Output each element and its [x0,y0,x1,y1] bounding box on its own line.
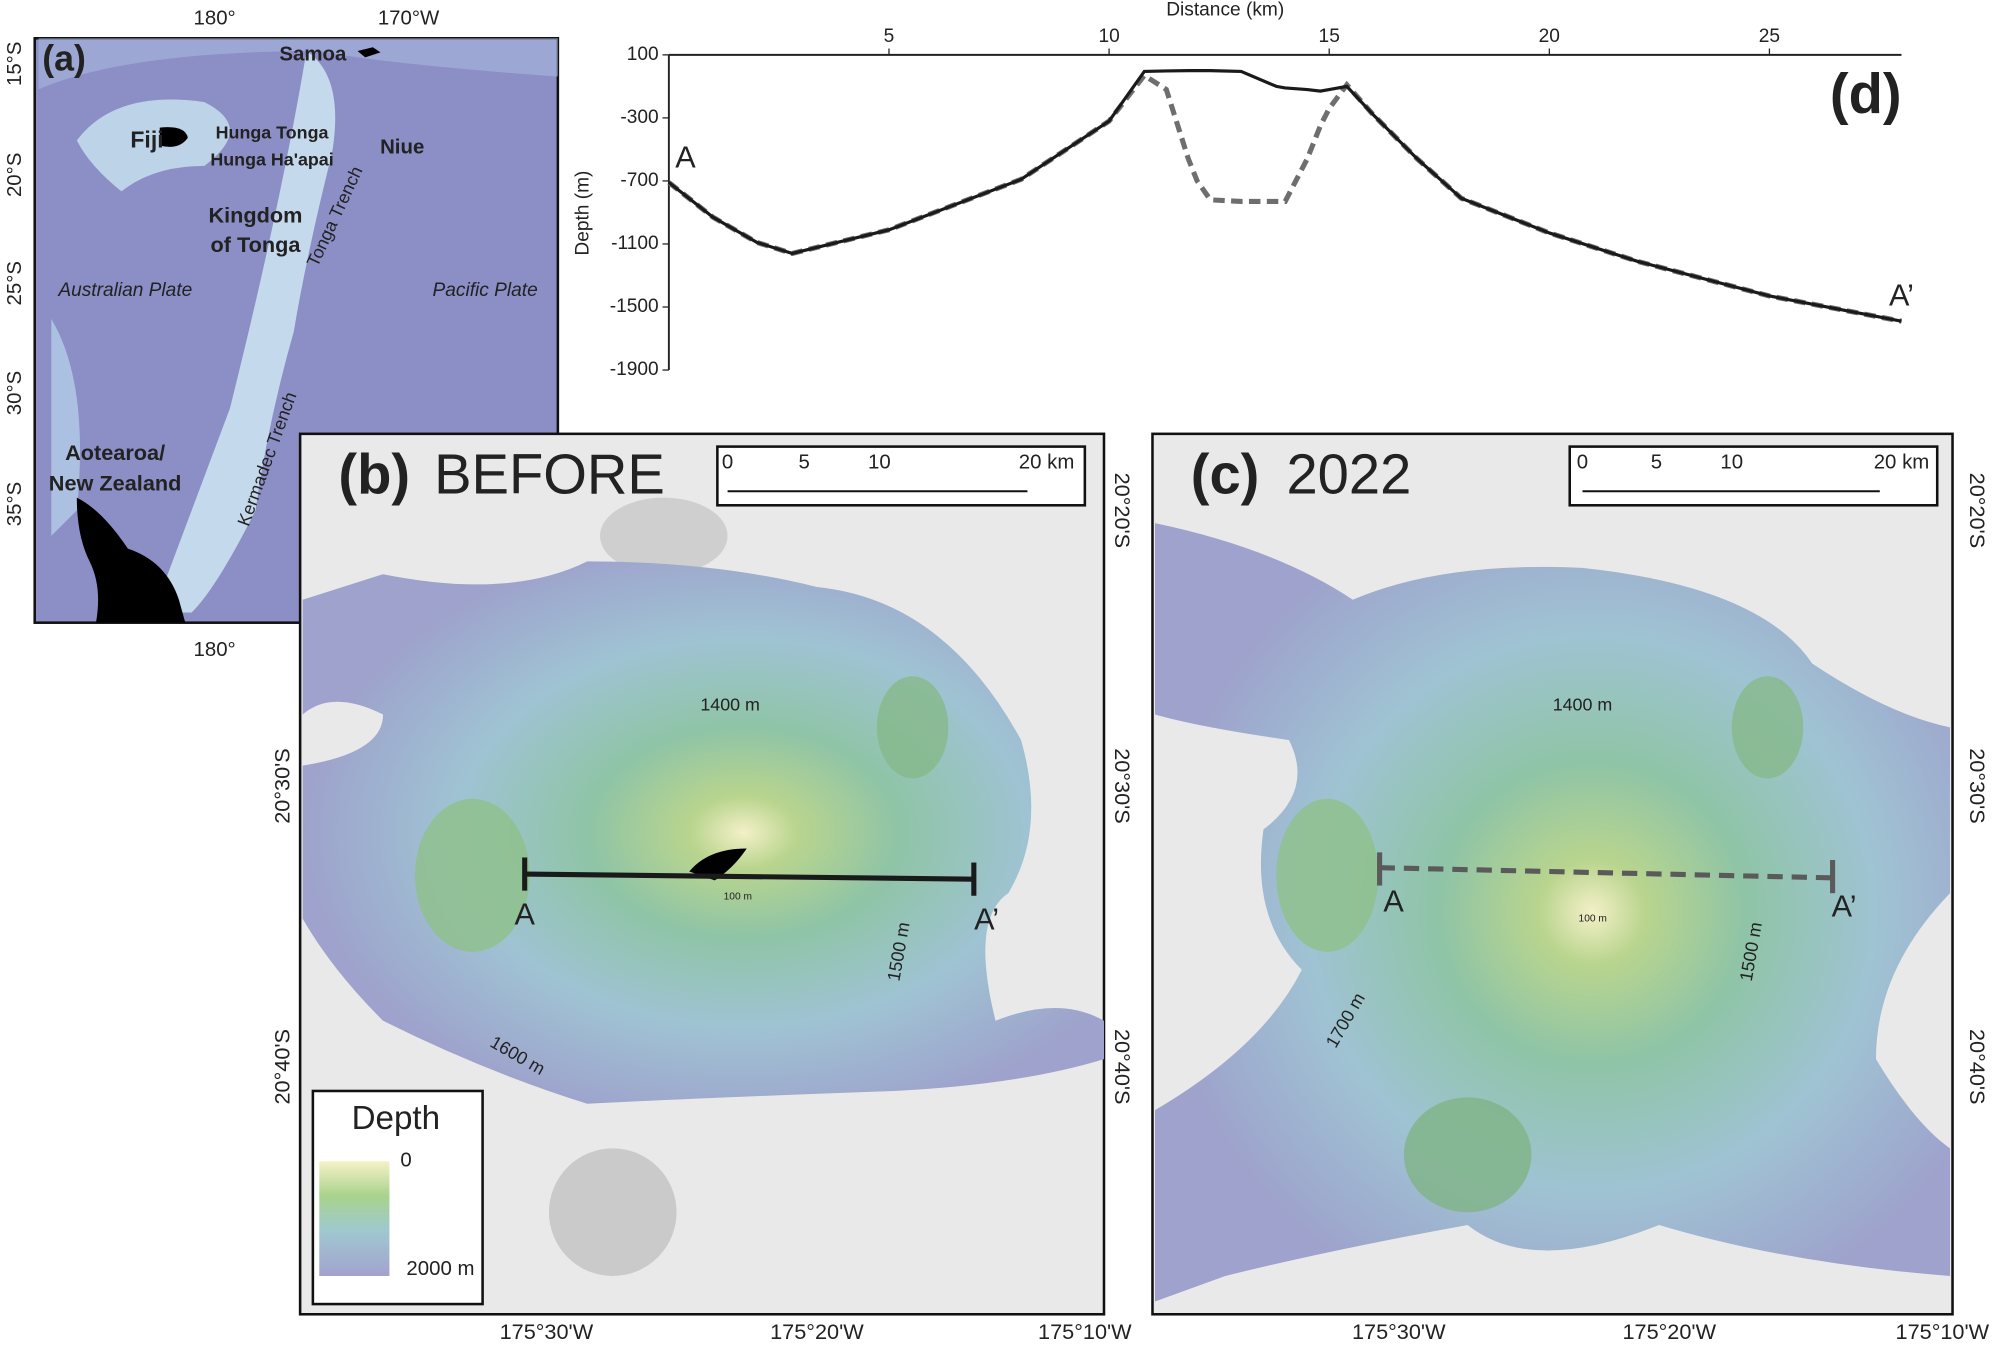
y-axis-title: Depth (m) [572,171,593,256]
panel-title: BEFORE [434,442,665,505]
lat-tick-label: 20°30'S [269,748,294,824]
y-tick-label: -700 [620,170,658,191]
lat-tick-label: 20°30'S [1965,748,1990,824]
profile-end: A [514,897,535,931]
panel-a-map [33,37,560,624]
lon-tick-label: 175°20'W [1622,1319,1716,1344]
scale-label: 0 [1577,452,1588,474]
scale-label: 0 [722,452,733,474]
scale-label: 10 [868,452,891,474]
lon-tick-label: 180° [194,639,236,661]
lon-tick-label: 175°30'W [500,1319,594,1344]
place-label: Hunga Tonga [216,123,330,143]
lat-tick-label: 35°S [4,482,26,526]
y-tick-label: -1500 [610,296,659,317]
place-label: Samoa [279,43,347,65]
profile-end: A’ [974,902,999,936]
profile-line [667,71,1902,324]
place-label: Aotearoa/ [65,440,165,465]
place-label: Fiji [130,127,163,153]
profile-end: A [1383,884,1404,918]
annotation: A’ [1889,278,1914,312]
place-label: Pacific Plate [433,280,538,301]
lon-tick-label: 175°30'W [1352,1319,1446,1344]
x-tick-label: 10 [1098,26,1119,47]
lon-tick-label: 180° [194,8,236,30]
lat-tick-label: 20°S [4,153,26,197]
x-axis-title: Distance (km) [1166,0,1284,20]
legend-title: Depth [352,1100,440,1137]
legend-label: 0 [400,1150,411,1172]
x-tick-label: 20 [1539,26,1560,47]
contour-label: 1400 m [700,694,760,714]
y-tick-label: -1900 [610,359,659,380]
lon-tick-label: 175°20'W [770,1319,864,1344]
place-label: Kingdom [208,203,302,228]
place-label: Hunga Ha'apai [210,149,333,169]
panel-title: 2022 [1286,442,1411,505]
x-tick-label: 5 [884,26,895,47]
profile-line [667,69,1902,323]
lon-tick-label: 170°W [378,8,440,30]
panel-label: (b) [338,442,410,505]
panel-b-map [298,432,1106,1316]
place-label: of Tonga [210,232,301,257]
lat-tick-label: 20°40'S [1965,1029,1990,1105]
place-label: Niue [380,136,424,158]
panel-label: (a) [42,39,86,79]
profile-end: A’ [1832,890,1857,924]
place-label: Australian Plate [57,280,192,301]
scale-label: 20 km [1019,452,1075,474]
y-tick-label: 100 [627,44,659,65]
scale-label: 5 [1651,452,1662,474]
lat-tick-label: 20°20'S [1110,473,1135,549]
contour-label: 100 m [1579,913,1607,924]
lat-tick-label: 25°S [4,261,26,305]
contour-label: 1400 m [1553,694,1613,714]
panel-label: (c) [1191,442,1260,505]
lat-tick-label: 20°30'S [1110,748,1135,824]
x-tick-label: 15 [1319,26,1340,47]
lat-tick-label: 30°S [4,371,26,415]
x-tick-label: 25 [1759,26,1780,47]
panel-c-map [1151,432,1954,1316]
profile-chart: 5 10 15 20 25 100 -300 -700 -1100 -1500 -1900 Dista… [572,0,1914,380]
y-tick-label: -300 [620,107,658,128]
lat-tick-label: 20°20'S [1965,473,1990,549]
scale-label: 20 km [1874,452,1930,474]
lon-tick-label: 175°10'W [1896,1319,1990,1344]
legend-label: 2000 m [406,1258,474,1280]
lat-tick-label: 15°S [4,42,26,86]
scale-label: 5 [798,452,809,474]
lat-tick-label: 20°40'S [269,1029,294,1105]
y-tick-label: -1100 [611,233,659,254]
contour-label: 100 m [724,892,752,903]
annotation: A [675,141,696,175]
lat-tick-label: 20°40'S [1110,1029,1135,1105]
panel-label: (d) [1830,62,1902,125]
lon-tick-label: 175°10'W [1038,1319,1132,1344]
place-label: New Zealand [49,471,182,496]
scale-label: 10 [1720,452,1743,474]
